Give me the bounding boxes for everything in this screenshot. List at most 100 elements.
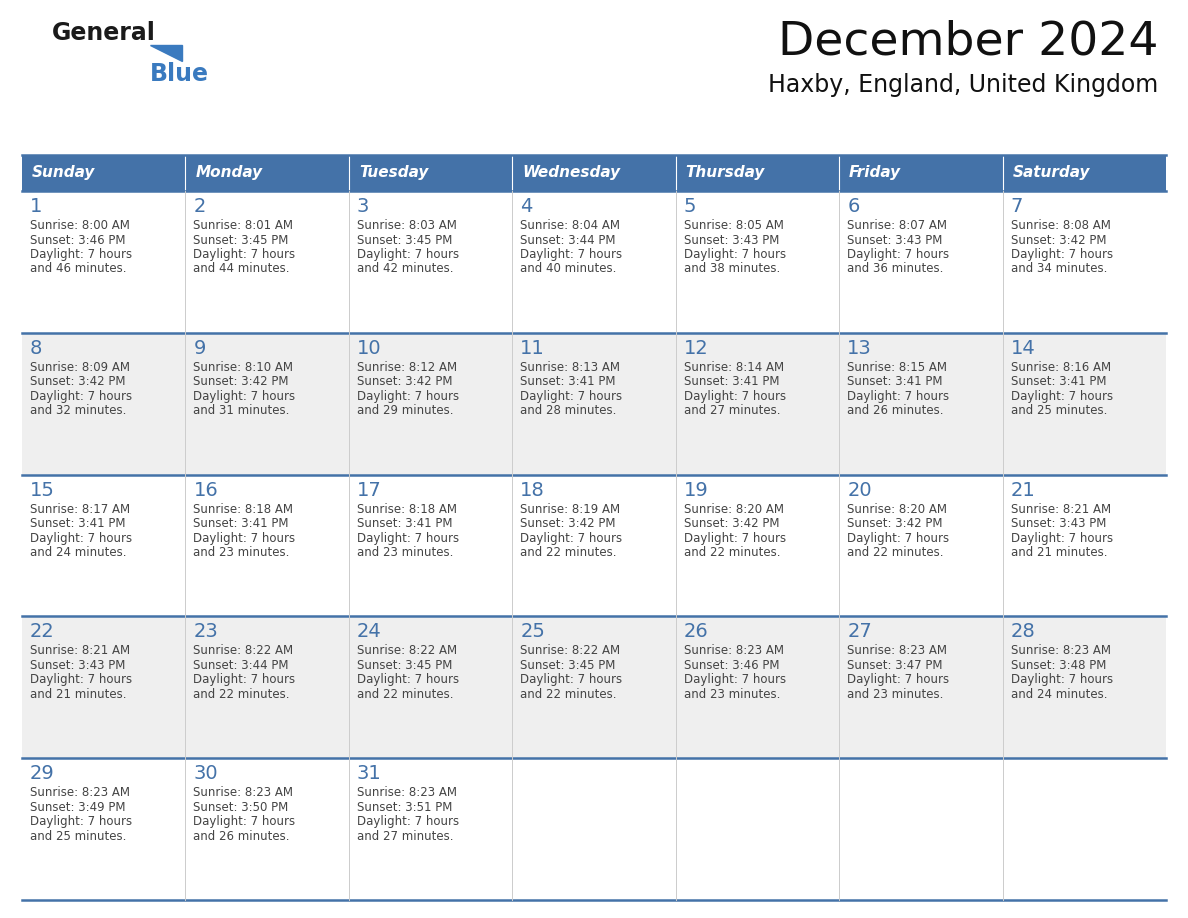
Bar (23, 155, 185, 191)
Text: Daylight: 7 hours: Daylight: 7 hours (356, 390, 459, 403)
Text: Daylight: 7 hours: Daylight: 7 hours (847, 532, 949, 544)
Text: Sunrise: 8:09 AM: Sunrise: 8:09 AM (30, 361, 129, 374)
Text: Sunset: 3:42 PM: Sunset: 3:42 PM (194, 375, 289, 388)
Text: 26: 26 (684, 622, 708, 642)
Text: Sunrise: 8:10 AM: Sunrise: 8:10 AM (194, 361, 293, 374)
Text: Daylight: 7 hours: Daylight: 7 hours (356, 674, 459, 687)
Text: Sunrise: 8:21 AM: Sunrise: 8:21 AM (30, 644, 131, 657)
Text: Sunset: 3:51 PM: Sunset: 3:51 PM (356, 800, 453, 813)
Text: December 2024: December 2024 (777, 19, 1158, 64)
Text: Sunrise: 8:07 AM: Sunrise: 8:07 AM (847, 219, 947, 232)
Text: and 46 minutes.: and 46 minutes. (30, 263, 126, 275)
Text: 17: 17 (356, 481, 381, 499)
Text: Sunset: 3:45 PM: Sunset: 3:45 PM (194, 233, 289, 247)
Text: and 27 minutes.: and 27 minutes. (356, 830, 454, 843)
Text: and 32 minutes.: and 32 minutes. (30, 404, 126, 418)
Text: Sunset: 3:43 PM: Sunset: 3:43 PM (1011, 517, 1106, 530)
Bar (23, 333, 1165, 475)
Text: Daylight: 7 hours: Daylight: 7 hours (520, 674, 623, 687)
Text: Sunrise: 8:04 AM: Sunrise: 8:04 AM (520, 219, 620, 232)
Text: Daylight: 7 hours: Daylight: 7 hours (684, 532, 785, 544)
Text: Daylight: 7 hours: Daylight: 7 hours (847, 390, 949, 403)
Text: 23: 23 (194, 622, 219, 642)
Text: Sunrise: 8:00 AM: Sunrise: 8:00 AM (30, 219, 129, 232)
Text: and 42 minutes.: and 42 minutes. (356, 263, 454, 275)
Text: Daylight: 7 hours: Daylight: 7 hours (356, 248, 459, 261)
Text: Sunset: 3:47 PM: Sunset: 3:47 PM (847, 659, 942, 672)
Text: and 38 minutes.: and 38 minutes. (684, 263, 781, 275)
Text: 28: 28 (1011, 622, 1035, 642)
Text: 29: 29 (30, 764, 55, 783)
Text: 22: 22 (30, 622, 55, 642)
Text: Sunset: 3:42 PM: Sunset: 3:42 PM (1011, 233, 1106, 247)
Bar (349, 155, 512, 191)
Text: Sunset: 3:49 PM: Sunset: 3:49 PM (30, 800, 126, 813)
Text: and 23 minutes.: and 23 minutes. (194, 546, 290, 559)
Text: and 28 minutes.: and 28 minutes. (520, 404, 617, 418)
Text: Sunrise: 8:20 AM: Sunrise: 8:20 AM (684, 502, 784, 516)
Text: Sunday: Sunday (32, 165, 95, 181)
Bar (23, 475, 1165, 616)
Text: and 25 minutes.: and 25 minutes. (30, 830, 126, 843)
Text: Daylight: 7 hours: Daylight: 7 hours (194, 815, 296, 828)
Text: 12: 12 (684, 339, 708, 358)
Text: Daylight: 7 hours: Daylight: 7 hours (194, 390, 296, 403)
Text: and 24 minutes.: and 24 minutes. (1011, 688, 1107, 701)
Text: Daylight: 7 hours: Daylight: 7 hours (520, 532, 623, 544)
Text: Sunrise: 8:17 AM: Sunrise: 8:17 AM (30, 502, 131, 516)
Text: Daylight: 7 hours: Daylight: 7 hours (1011, 532, 1113, 544)
Text: and 22 minutes.: and 22 minutes. (684, 546, 781, 559)
Text: Daylight: 7 hours: Daylight: 7 hours (356, 532, 459, 544)
Text: Daylight: 7 hours: Daylight: 7 hours (30, 532, 132, 544)
Text: Sunset: 3:41 PM: Sunset: 3:41 PM (684, 375, 779, 388)
Text: Tuesday: Tuesday (359, 165, 428, 181)
Text: Sunset: 3:43 PM: Sunset: 3:43 PM (684, 233, 779, 247)
Text: Thursday: Thursday (685, 165, 765, 181)
Text: 3: 3 (356, 197, 369, 216)
Text: Daylight: 7 hours: Daylight: 7 hours (1011, 248, 1113, 261)
Text: and 31 minutes.: and 31 minutes. (194, 404, 290, 418)
Text: Haxby, England, United Kingdom: Haxby, England, United Kingdom (767, 73, 1158, 97)
Bar (839, 155, 1003, 191)
Text: and 29 minutes.: and 29 minutes. (356, 404, 454, 418)
Bar (1003, 155, 1165, 191)
Text: General: General (52, 21, 156, 45)
Text: Wednesday: Wednesday (523, 165, 620, 181)
Text: and 23 minutes.: and 23 minutes. (684, 688, 781, 701)
Text: Sunrise: 8:01 AM: Sunrise: 8:01 AM (194, 219, 293, 232)
Bar (23, 758, 1165, 900)
Text: Daylight: 7 hours: Daylight: 7 hours (30, 815, 132, 828)
Text: Sunrise: 8:23 AM: Sunrise: 8:23 AM (194, 786, 293, 800)
Text: 11: 11 (520, 339, 545, 358)
Text: 10: 10 (356, 339, 381, 358)
Text: and 34 minutes.: and 34 minutes. (1011, 263, 1107, 275)
Text: Sunset: 3:42 PM: Sunset: 3:42 PM (847, 517, 942, 530)
Text: Sunrise: 8:12 AM: Sunrise: 8:12 AM (356, 361, 457, 374)
Text: 1: 1 (30, 197, 43, 216)
Text: 30: 30 (194, 764, 219, 783)
Text: Sunrise: 8:18 AM: Sunrise: 8:18 AM (194, 502, 293, 516)
Text: 9: 9 (194, 339, 206, 358)
Text: and 40 minutes.: and 40 minutes. (520, 263, 617, 275)
Text: Daylight: 7 hours: Daylight: 7 hours (30, 248, 132, 261)
Text: Sunrise: 8:22 AM: Sunrise: 8:22 AM (520, 644, 620, 657)
Text: Sunrise: 8:05 AM: Sunrise: 8:05 AM (684, 219, 784, 232)
Text: Sunrise: 8:18 AM: Sunrise: 8:18 AM (356, 502, 457, 516)
Text: Sunset: 3:44 PM: Sunset: 3:44 PM (520, 233, 615, 247)
Text: 6: 6 (847, 197, 859, 216)
Text: Sunrise: 8:20 AM: Sunrise: 8:20 AM (847, 502, 947, 516)
Text: Daylight: 7 hours: Daylight: 7 hours (194, 674, 296, 687)
Text: Sunset: 3:45 PM: Sunset: 3:45 PM (520, 659, 615, 672)
Text: 18: 18 (520, 481, 545, 499)
Text: Sunset: 3:45 PM: Sunset: 3:45 PM (356, 659, 453, 672)
Text: Sunset: 3:48 PM: Sunset: 3:48 PM (1011, 659, 1106, 672)
Text: Monday: Monday (196, 165, 263, 181)
Text: Daylight: 7 hours: Daylight: 7 hours (1011, 674, 1113, 687)
Text: Daylight: 7 hours: Daylight: 7 hours (1011, 390, 1113, 403)
Text: Sunrise: 8:19 AM: Sunrise: 8:19 AM (520, 502, 620, 516)
Text: and 23 minutes.: and 23 minutes. (356, 546, 454, 559)
Text: 20: 20 (847, 481, 872, 499)
Text: 16: 16 (194, 481, 219, 499)
Text: Sunset: 3:42 PM: Sunset: 3:42 PM (356, 375, 453, 388)
Text: Sunset: 3:43 PM: Sunset: 3:43 PM (847, 233, 942, 247)
